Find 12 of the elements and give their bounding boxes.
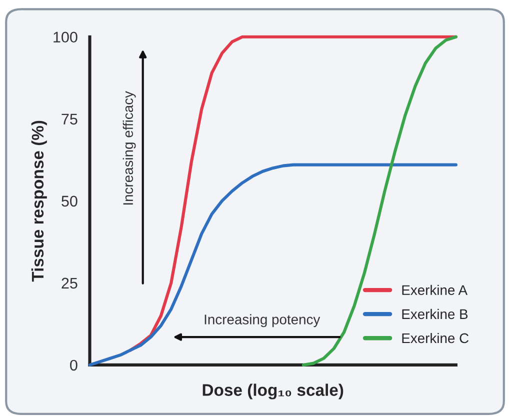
y-tick-label: 0 (70, 360, 78, 371)
x-axis-title: Dose (log₁₀ scale) (202, 384, 344, 400)
legend-label: Exerkine A (402, 284, 468, 296)
y-tick-label: 75 (62, 114, 78, 125)
annotation: Increasing efficacy (122, 91, 136, 205)
y-axis-title: Tissue response (%) (31, 120, 47, 282)
annotation: Increasing potency (204, 314, 320, 328)
legend-label: Exerkine C (402, 332, 469, 344)
y-tick-label: 25 (62, 278, 78, 289)
y-tick-label: 50 (62, 196, 78, 207)
legend-label: Exerkine B (402, 308, 468, 320)
y-tick-label: 100 (54, 32, 78, 43)
